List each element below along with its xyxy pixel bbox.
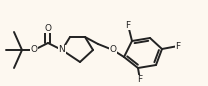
Text: F: F: [137, 76, 142, 85]
Text: F: F: [175, 42, 181, 50]
Text: O: O: [31, 45, 37, 55]
Text: O: O: [109, 45, 116, 55]
Text: N: N: [59, 45, 65, 55]
Text: F: F: [125, 20, 131, 29]
Text: O: O: [45, 23, 52, 33]
